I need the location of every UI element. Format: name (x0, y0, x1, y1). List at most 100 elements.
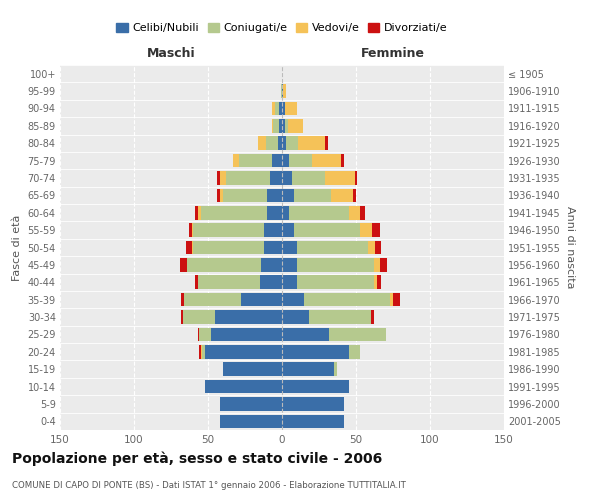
Bar (264, 224, 282, 237)
Bar (355, 171, 358, 185)
Bar (282, 276, 297, 289)
Bar (380, 258, 387, 272)
Bar (282, 397, 344, 410)
Bar (297, 276, 374, 289)
Bar (341, 154, 344, 168)
Bar (260, 276, 282, 289)
Bar (223, 362, 282, 376)
Bar (220, 397, 282, 410)
Text: Popolazione per età, sesso e stato civile - 2006: Popolazione per età, sesso e stato civil… (12, 451, 382, 466)
Bar (294, 188, 331, 202)
Bar (279, 119, 282, 132)
Bar (289, 206, 349, 220)
Bar (282, 136, 286, 150)
Bar (233, 154, 239, 168)
Bar (187, 258, 261, 272)
Bar (272, 154, 282, 168)
Bar (282, 206, 289, 220)
Bar (193, 224, 264, 237)
Bar (393, 293, 400, 306)
Bar (374, 258, 380, 272)
Bar (308, 310, 371, 324)
Bar (275, 102, 279, 115)
Text: COMUNE DI CAPO DI PONTE (BS) - Dati ISTAT 1° gennaio 2006 - Elaborazione TUTTITA: COMUNE DI CAPO DI PONTE (BS) - Dati ISTA… (12, 480, 406, 490)
Bar (266, 136, 278, 150)
Bar (325, 136, 328, 150)
Bar (192, 240, 193, 254)
Text: Maschi: Maschi (146, 47, 196, 60)
Bar (304, 293, 390, 306)
Bar (282, 154, 289, 168)
Bar (377, 276, 381, 289)
Bar (297, 240, 368, 254)
Bar (223, 188, 267, 202)
Bar (259, 136, 266, 150)
Bar (194, 206, 197, 220)
Bar (239, 154, 272, 168)
Bar (349, 345, 361, 358)
Bar (281, 84, 282, 98)
Bar (272, 119, 273, 132)
Bar (282, 102, 285, 115)
Bar (199, 328, 211, 341)
Bar (183, 310, 215, 324)
Bar (211, 328, 282, 341)
Bar (199, 345, 200, 358)
Y-axis label: Fasce di età: Fasce di età (12, 214, 22, 280)
Bar (220, 414, 282, 428)
Bar (331, 188, 353, 202)
Bar (270, 171, 282, 185)
Bar (285, 119, 288, 132)
Bar (311, 154, 341, 168)
Bar (282, 84, 283, 98)
Bar (361, 224, 372, 237)
Bar (288, 119, 303, 132)
Bar (279, 102, 282, 115)
Bar (374, 276, 377, 289)
Bar (368, 240, 375, 254)
Bar (282, 119, 285, 132)
Bar (375, 240, 381, 254)
Bar (361, 206, 365, 220)
Bar (334, 362, 337, 376)
Bar (267, 188, 282, 202)
Bar (181, 293, 184, 306)
Bar (205, 380, 282, 394)
Bar (353, 188, 356, 202)
Bar (197, 206, 200, 220)
Bar (181, 310, 183, 324)
Bar (289, 154, 311, 168)
Bar (197, 328, 199, 341)
Bar (217, 171, 220, 185)
Bar (189, 224, 192, 237)
Bar (241, 293, 282, 306)
Text: Femmine: Femmine (361, 47, 425, 60)
Bar (282, 345, 349, 358)
Bar (282, 380, 349, 394)
Bar (282, 240, 297, 254)
Bar (205, 345, 282, 358)
Bar (325, 171, 355, 185)
Bar (278, 136, 282, 150)
Y-axis label: Anni di nascita: Anni di nascita (565, 206, 575, 289)
Bar (298, 136, 325, 150)
Bar (390, 293, 393, 306)
Bar (282, 171, 292, 185)
Bar (272, 102, 275, 115)
Bar (282, 310, 308, 324)
Bar (261, 258, 282, 272)
Bar (217, 188, 220, 202)
Bar (200, 206, 267, 220)
Bar (282, 414, 344, 428)
Bar (186, 240, 192, 254)
Bar (329, 328, 386, 341)
Bar (184, 293, 241, 306)
Bar (226, 171, 270, 185)
Bar (220, 171, 226, 185)
Bar (292, 171, 325, 185)
Bar (282, 188, 294, 202)
Bar (194, 276, 197, 289)
Bar (371, 310, 374, 324)
Bar (372, 224, 380, 237)
Bar (282, 224, 294, 237)
